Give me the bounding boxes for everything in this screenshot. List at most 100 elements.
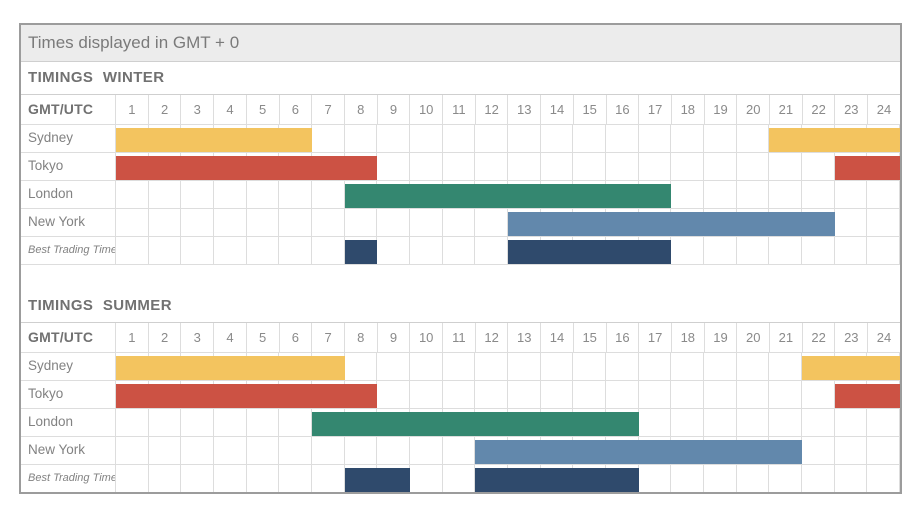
hour-cell-bg xyxy=(704,153,737,180)
session-bar xyxy=(834,156,900,180)
hour-cell-bg xyxy=(214,465,247,492)
hour-cell-bg xyxy=(704,125,737,152)
hour-tick: 14 xyxy=(541,95,574,124)
hour-tick: 13 xyxy=(508,95,542,124)
winter-grid: GMT/UTC 1 2 3 4 5 6 7 8 9 10 11 12 13 14 15 16 17 18 19 20 21… xyxy=(21,95,901,265)
hour-cell-bg xyxy=(443,153,476,180)
session-timeline xyxy=(116,465,901,492)
hour-tick: 19 xyxy=(705,323,738,352)
hour-cell-bg xyxy=(639,465,672,492)
session-bar xyxy=(116,384,378,408)
hour-cell-bg xyxy=(802,437,835,464)
row-label: Tokyo xyxy=(21,153,116,180)
hour-cell-bg xyxy=(835,181,868,208)
hour-cell-bg xyxy=(802,181,835,208)
hour-tick: 21 xyxy=(770,323,803,352)
hour-tick: 5 xyxy=(247,323,280,352)
hour-cell-bg xyxy=(410,153,443,180)
hour-cell-bg xyxy=(247,237,280,264)
hour-cell-bg xyxy=(410,381,443,408)
hour-cell-bg xyxy=(149,181,182,208)
session-timeline xyxy=(116,125,901,152)
hour-cell-bg xyxy=(181,465,215,492)
hour-cell-bg xyxy=(541,153,574,180)
hour-cell-bg xyxy=(410,353,443,380)
session-bar xyxy=(834,384,900,408)
session-bar xyxy=(475,440,802,464)
hour-cell-bg xyxy=(802,237,835,264)
session-bar xyxy=(475,468,639,492)
session-timeline xyxy=(116,237,901,264)
hour-tick: 2 xyxy=(149,323,182,352)
session-bar xyxy=(116,356,345,380)
hour-cell-bg xyxy=(867,409,901,436)
row-label: Sydney xyxy=(21,125,116,152)
hour-cell-bg xyxy=(443,237,476,264)
hour-cell-bg xyxy=(345,437,378,464)
hour-tick: 16 xyxy=(607,95,640,124)
hour-cell-bg xyxy=(867,237,901,264)
hour-cell-bg xyxy=(606,381,639,408)
hour-tick: 4 xyxy=(214,95,247,124)
hour-tick: 23 xyxy=(835,95,869,124)
row-label: New York xyxy=(21,437,116,464)
hour-cell-bg xyxy=(802,409,835,436)
hour-cell-bg xyxy=(312,465,345,492)
hour-tick: 15 xyxy=(574,95,607,124)
hour-cell-bg xyxy=(116,209,149,236)
hour-cell-bg xyxy=(671,237,705,264)
session-bar xyxy=(802,356,900,380)
hour-cell-bg xyxy=(312,237,345,264)
hour-cell-bg xyxy=(835,409,868,436)
hour-cell-bg xyxy=(639,409,672,436)
row-label: Best Trading Time xyxy=(21,465,116,492)
session-bar xyxy=(508,212,835,236)
hour-cell-bg xyxy=(671,153,705,180)
section-gap xyxy=(21,265,900,290)
hour-cell-bg xyxy=(214,409,247,436)
hour-cell-bg xyxy=(573,381,607,408)
hour-cell-bg xyxy=(704,353,737,380)
hour-cell-bg xyxy=(116,409,149,436)
hour-cell-bg xyxy=(475,381,509,408)
hour-cell-bg xyxy=(475,209,509,236)
hour-cell-bg xyxy=(279,209,313,236)
session-row: London xyxy=(21,181,901,209)
hour-cell-bg xyxy=(345,209,378,236)
hour-cell-bg xyxy=(671,409,705,436)
hour-cell-bg xyxy=(181,237,215,264)
hour-cell-bg xyxy=(737,181,770,208)
session-row: Sydney xyxy=(21,125,901,153)
session-bar xyxy=(508,240,672,264)
hour-cell-bg xyxy=(737,465,770,492)
hour-cell-bg xyxy=(704,381,737,408)
hour-cell-bg xyxy=(279,181,313,208)
hour-cell-bg xyxy=(704,237,737,264)
hour-tick: 11 xyxy=(443,95,476,124)
hour-tick: 12 xyxy=(476,323,509,352)
market-hours-panel: Times displayed in GMT + 0 TIMINGS WINTE… xyxy=(19,23,902,494)
gmt-utc-label: GMT/UTC xyxy=(21,95,116,124)
session-timeline xyxy=(116,409,901,436)
hour-tick: 17 xyxy=(639,95,672,124)
hour-cell-bg xyxy=(508,381,541,408)
hour-tick: 4 xyxy=(214,323,247,352)
hour-cell-bg xyxy=(541,381,574,408)
hour-cell-bg xyxy=(247,465,280,492)
hour-cell-bg xyxy=(443,437,476,464)
hour-cell-bg xyxy=(377,153,411,180)
hour-tick: 6 xyxy=(280,323,313,352)
hour-cell-bg xyxy=(835,237,868,264)
hour-cell-bg xyxy=(508,125,541,152)
session-row: Tokyo xyxy=(21,381,901,409)
hour-tick: 8 xyxy=(345,323,378,352)
row-label: New York xyxy=(21,209,116,236)
hour-cell-bg xyxy=(475,125,509,152)
session-timeline xyxy=(116,381,901,408)
session-timeline xyxy=(116,181,901,208)
hour-tick: 21 xyxy=(770,95,803,124)
hour-cell-bg xyxy=(737,353,770,380)
hour-cell-bg xyxy=(835,437,868,464)
session-timeline xyxy=(116,153,901,180)
hour-cell-bg xyxy=(149,437,182,464)
